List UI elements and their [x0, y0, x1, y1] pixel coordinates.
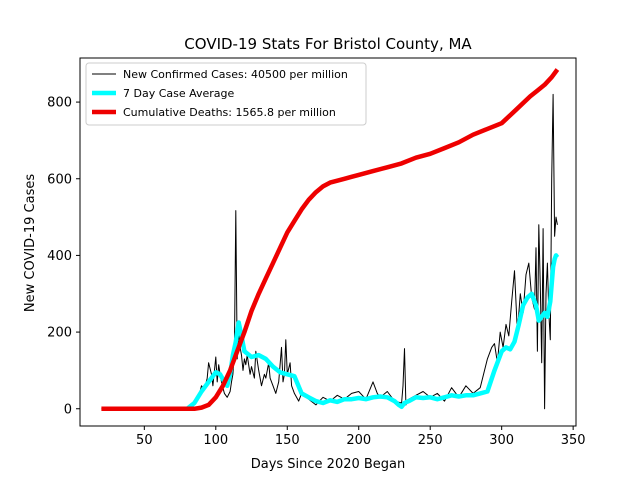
y-tick-label: 200: [47, 326, 72, 341]
legend-label-0: New Confirmed Cases: 40500 per million: [123, 68, 348, 81]
x-tick-label: 100: [203, 433, 228, 448]
x-tick-label: 150: [275, 433, 300, 448]
legend-box: [85, 62, 367, 126]
x-tick-label: 250: [418, 433, 443, 448]
y-tick-label: 0: [64, 402, 72, 417]
y-tick-label: 600: [47, 172, 72, 187]
chart-title: COVID-19 Stats For Bristol County, MA: [184, 35, 472, 53]
legend: New Confirmed Cases: 40500 per million 7 …: [85, 62, 367, 126]
y-tick-label: 800: [47, 96, 72, 111]
legend-label-1: 7 Day Case Average: [123, 87, 235, 100]
y-tick-label: 400: [47, 249, 72, 264]
y-axis-label: New COVID-19 Cases: [23, 174, 38, 312]
x-axis-label: Days Since 2020 Began: [251, 457, 406, 472]
x-tick-label: 350: [561, 433, 586, 448]
x-tick-label: 50: [136, 433, 153, 448]
plot-area: 50 100 150 200 250 300 350 0 200 400 600 800: [47, 57, 586, 448]
x-tick-label: 200: [346, 433, 371, 448]
x-tick-label: 300: [489, 433, 514, 448]
series-line-2: [101, 68, 560, 412]
legend-label-2: Cumulative Deaths: 1565.8 per million: [123, 106, 336, 119]
series-line-1: [185, 253, 560, 411]
axes-frame: [79, 57, 577, 427]
